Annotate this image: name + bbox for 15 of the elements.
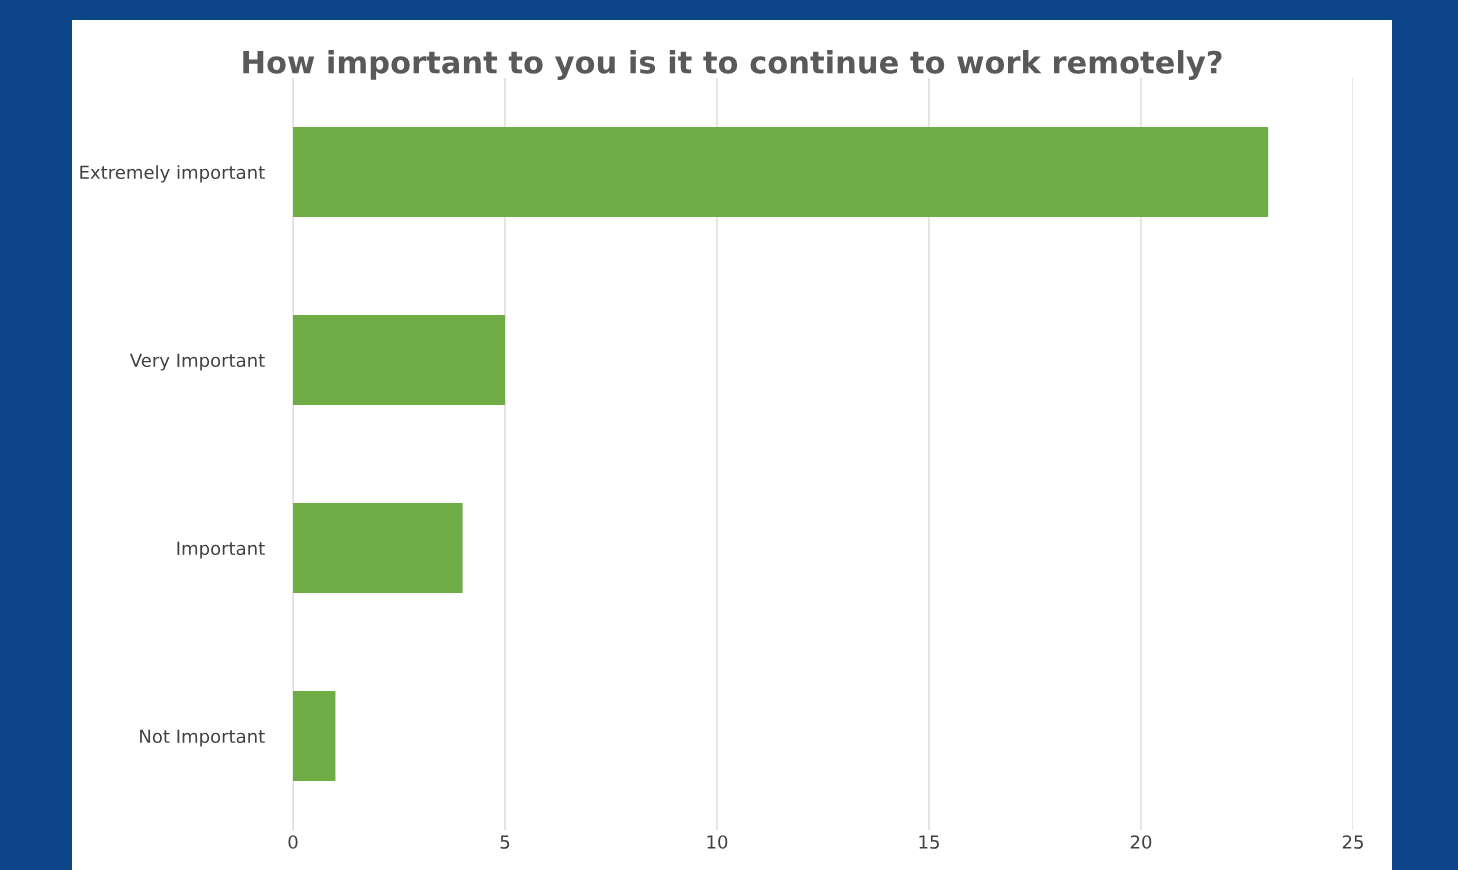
x-tick-label: 0 <box>288 835 298 849</box>
x-tick-label: 25 <box>1342 835 1363 849</box>
bar <box>293 126 1269 218</box>
y-tick-label: Very Important <box>129 353 265 371</box>
x-tick-label: 10 <box>707 835 728 849</box>
y-tick-label: Important <box>177 541 265 559</box>
y-tick-label: Not Important <box>140 729 265 747</box>
chart-title: How important to you is it to continue to work remotely? <box>243 50 1222 80</box>
x-tick-label: 5 <box>500 835 510 849</box>
bar <box>293 314 505 406</box>
bar <box>293 690 336 782</box>
x-tick-label: 15 <box>919 835 939 849</box>
x-tick-label: 20 <box>1130 835 1152 849</box>
bar <box>293 502 463 594</box>
y-tick-label: Extremely important <box>80 165 265 183</box>
